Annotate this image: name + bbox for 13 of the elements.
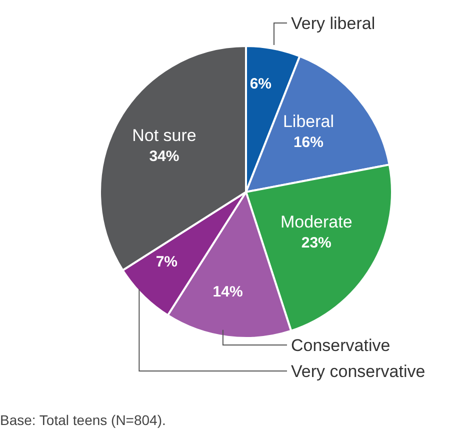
slice-label: Not sure: [132, 126, 196, 145]
data-label: 7%: [156, 253, 178, 270]
slice-label: Very conservative: [291, 362, 426, 381]
slice-label: Conservative: [291, 336, 390, 355]
data-label: 16%: [293, 134, 324, 152]
data-label: 6%: [250, 76, 272, 93]
text: Base: Total teens (N=804).: [0, 412, 166, 428]
data-label: 23%: [301, 234, 332, 252]
slice-label: Very liberal: [291, 14, 376, 33]
data-label: 34%: [149, 148, 180, 165]
slice-label: Liberal: [282, 112, 334, 132]
slice-label: Moderate: [280, 212, 352, 232]
data-label: 14%: [212, 283, 243, 300]
